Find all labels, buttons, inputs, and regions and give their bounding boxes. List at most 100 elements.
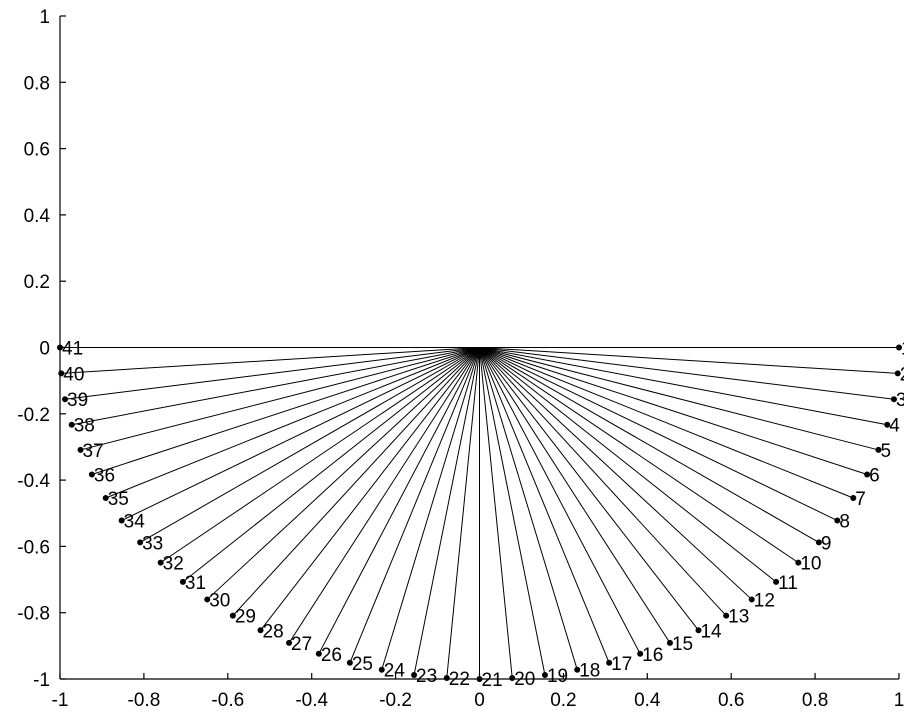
point-label: 2 <box>900 364 904 385</box>
point-label: 28 <box>263 621 284 642</box>
data-point <box>896 344 902 351</box>
y-tick-label: -1 <box>33 670 50 691</box>
x-tick-label: -0.4 <box>295 690 328 711</box>
point-label: 3 <box>896 390 904 411</box>
x-tick-label: -1 <box>52 690 69 711</box>
point-label: 17 <box>611 654 632 675</box>
y-tick-label: 0.8 <box>24 73 50 94</box>
y-tick-label: -0.4 <box>17 471 50 492</box>
ray-line <box>260 347 480 631</box>
point-label: 41 <box>62 339 83 360</box>
data-point <box>257 627 264 634</box>
ray-line <box>121 347 480 521</box>
point-label: 15 <box>672 634 693 655</box>
x-tick-label: 0.6 <box>718 690 744 711</box>
ray-line <box>479 347 671 644</box>
data-point <box>748 596 755 603</box>
data-point <box>637 650 644 657</box>
y-tick-label: -0.8 <box>17 604 50 625</box>
data-point <box>102 495 109 502</box>
ray-line <box>479 347 753 600</box>
point-label: 5 <box>880 441 891 462</box>
data-point <box>864 471 871 478</box>
data-point <box>378 666 385 673</box>
point-label: 14 <box>700 621 722 642</box>
point-label: 32 <box>163 554 184 575</box>
ray-line <box>105 347 480 499</box>
point-label: 7 <box>855 489 866 510</box>
data-point <box>179 578 186 585</box>
ray-line <box>479 347 838 521</box>
y-tick-label: -0.6 <box>17 537 50 558</box>
ray-line <box>381 347 480 670</box>
ray-line <box>479 347 799 564</box>
data-point <box>541 672 548 679</box>
data-point <box>157 559 164 566</box>
ray-line <box>61 347 480 374</box>
point-label: 36 <box>94 465 115 486</box>
ray-line <box>479 347 879 451</box>
point-label: 30 <box>209 590 230 611</box>
point-label: 37 <box>83 441 104 462</box>
data-point <box>894 370 901 377</box>
y-tick-label: 0.6 <box>24 140 50 161</box>
data-point <box>666 639 673 646</box>
ray-line <box>479 347 854 499</box>
point-label: 35 <box>108 489 129 510</box>
ray-line <box>349 347 480 663</box>
point-label: 18 <box>579 661 600 682</box>
ray-line <box>71 347 480 426</box>
point-label: 21 <box>482 670 503 691</box>
x-tick-label: -0.8 <box>128 690 161 711</box>
point-label: 9 <box>821 533 832 554</box>
ray-line <box>80 347 480 451</box>
point-label: 10 <box>800 554 821 575</box>
ray-line <box>479 347 578 670</box>
x-tick-label: -0.2 <box>379 690 412 711</box>
data-point <box>815 539 822 546</box>
point-label: 26 <box>321 645 342 666</box>
point-label: 8 <box>839 512 850 533</box>
ray-line <box>446 347 480 679</box>
ray-line <box>479 347 546 676</box>
x-tick-label: 0.2 <box>550 690 576 711</box>
point-label: 34 <box>124 512 146 533</box>
data-point <box>850 495 857 502</box>
point-label: 27 <box>291 634 312 655</box>
ray-line <box>479 347 610 663</box>
data-point <box>229 612 236 619</box>
data-point <box>574 666 581 673</box>
data-point <box>695 627 702 634</box>
data-point <box>346 659 353 666</box>
ray-lines <box>60 347 899 679</box>
data-point <box>773 578 780 585</box>
data-point <box>411 672 418 679</box>
point-label: 1 <box>901 339 904 360</box>
data-point <box>315 650 322 657</box>
ray-line <box>288 347 480 644</box>
point-label: 6 <box>869 465 880 486</box>
point-label: 39 <box>67 390 88 411</box>
point-label: 38 <box>74 416 95 437</box>
data-point <box>834 517 841 524</box>
y-tick-label: 0.2 <box>24 272 50 293</box>
y-tick-label: -0.2 <box>17 405 50 426</box>
ray-line <box>479 347 727 617</box>
data-point <box>795 559 802 566</box>
data-point <box>286 639 293 646</box>
data-point <box>606 659 613 666</box>
ray-line <box>64 347 480 400</box>
point-label: 23 <box>416 666 437 687</box>
x-tick-label: 0.8 <box>802 690 828 711</box>
point-label: 29 <box>235 607 256 628</box>
x-tick-label: 0.4 <box>634 690 661 711</box>
ray-line <box>479 347 895 400</box>
point-label: 13 <box>728 607 749 628</box>
data-point <box>137 539 144 546</box>
ray-line <box>182 347 480 583</box>
data-point <box>77 446 84 453</box>
y-tick-label: 0.4 <box>24 206 51 227</box>
ray-line <box>479 347 641 655</box>
point-label: 24 <box>384 661 406 682</box>
